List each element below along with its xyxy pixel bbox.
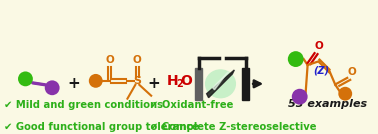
Text: (Z): (Z) — [313, 66, 330, 76]
Text: +: + — [68, 76, 81, 91]
Circle shape — [45, 80, 60, 95]
Text: O: O — [348, 67, 356, 77]
Polygon shape — [207, 70, 234, 98]
Text: ✔ Oxidant-free: ✔ Oxidant-free — [150, 100, 234, 110]
Text: O: O — [314, 41, 323, 51]
Text: ✔ Good functional group tolerance: ✔ Good functional group tolerance — [5, 122, 200, 132]
Circle shape — [338, 87, 352, 101]
Text: ✔ Mild and green conditions: ✔ Mild and green conditions — [5, 100, 163, 110]
Circle shape — [18, 71, 33, 86]
Text: 53 examples: 53 examples — [288, 99, 367, 109]
Text: O: O — [180, 74, 192, 88]
Text: 2: 2 — [176, 79, 183, 89]
Text: O: O — [133, 55, 142, 65]
Circle shape — [89, 74, 103, 88]
Text: S: S — [133, 76, 141, 86]
Circle shape — [288, 51, 304, 67]
Text: ✔ Complete Z-stereoselective: ✔ Complete Z-stereoselective — [150, 122, 317, 132]
FancyBboxPatch shape — [195, 68, 202, 100]
FancyBboxPatch shape — [242, 68, 249, 100]
Polygon shape — [212, 72, 228, 90]
Ellipse shape — [206, 70, 235, 98]
Text: +: + — [148, 76, 161, 91]
Text: O: O — [105, 55, 114, 65]
Text: H: H — [167, 74, 179, 88]
Circle shape — [292, 89, 308, 105]
